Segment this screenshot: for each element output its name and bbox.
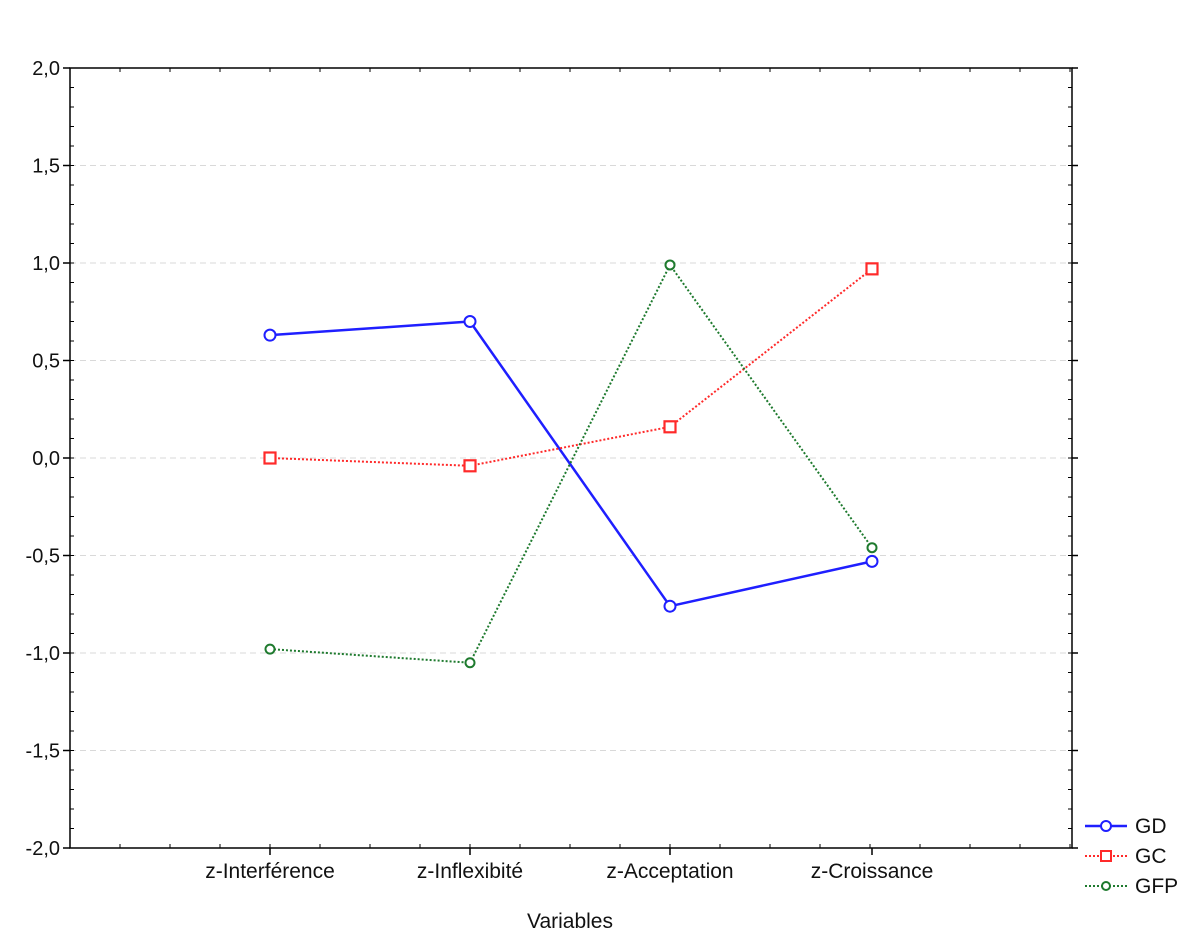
y-tick-label-7: 1,5 (32, 156, 60, 178)
data-point-gd-0 (265, 330, 276, 341)
y-tick-label-4: 0,0 (32, 448, 60, 470)
y-tick-label-2: -1,0 (26, 643, 60, 665)
x-tick-label-0: z-Interférence (205, 860, 335, 883)
data-point-gc-0 (265, 453, 276, 464)
legend-label-gfp: GFP (1135, 875, 1178, 898)
data-point-gd-3 (867, 556, 878, 567)
y-tick-label-5: 0,5 (32, 351, 60, 373)
legend-marker-gc (1101, 851, 1111, 861)
x-tick-label-3: z-Croissance (811, 860, 934, 883)
y-tick-label-6: 1,0 (32, 253, 60, 275)
data-point-gc-1 (465, 460, 476, 471)
x-axis-title: Variables (527, 910, 613, 933)
data-point-gd-2 (665, 601, 676, 612)
data-point-gfp-2 (666, 260, 675, 269)
x-tick-label-2: z-Acceptation (606, 860, 733, 883)
data-point-gc-3 (867, 263, 878, 274)
legend-label-gc: GC (1135, 845, 1167, 868)
y-tick-label-1: -1,5 (26, 741, 60, 763)
y-tick-label-8: 2,0 (32, 58, 60, 80)
data-point-gfp-0 (266, 645, 275, 654)
legend-marker-gfp (1102, 882, 1110, 890)
y-tick-label-0: -2,0 (26, 838, 60, 860)
data-point-gc-2 (665, 421, 676, 432)
data-point-gfp-1 (466, 658, 475, 667)
data-point-gfp-3 (868, 543, 877, 552)
y-tick-label-3: -0,5 (26, 546, 60, 568)
data-point-gd-1 (465, 316, 476, 327)
legend-marker-gd (1101, 821, 1111, 831)
legend-label-gd: GD (1135, 815, 1167, 838)
x-tick-label-1: z-Inflexibité (417, 860, 523, 883)
